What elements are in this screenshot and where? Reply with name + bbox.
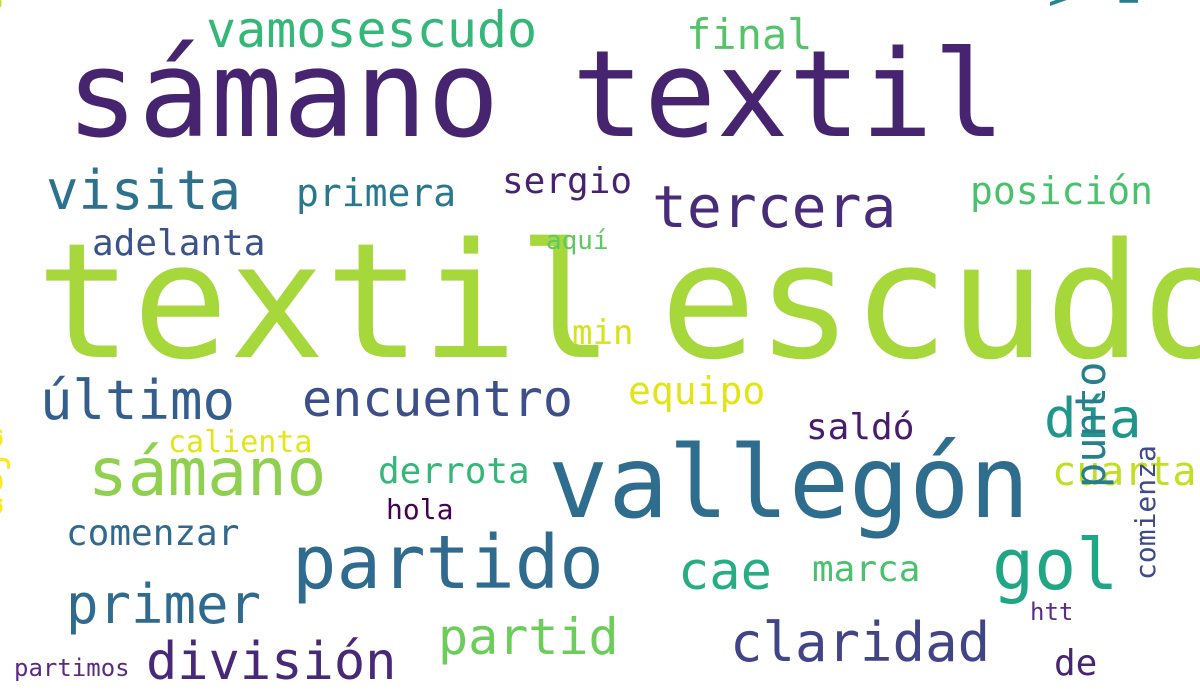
word-samano: sámano xyxy=(88,434,327,511)
word-partido: partido xyxy=(292,520,604,606)
word-encuentro: encuentro xyxy=(302,370,573,428)
word-escudo: escudo xyxy=(660,208,1200,395)
word-samano-textil: sámano textil xyxy=(66,26,1006,165)
word-partid: partid xyxy=(438,608,619,666)
word-partimos: partimos xyxy=(14,654,130,682)
word-punto: punto xyxy=(1066,361,1115,488)
word-aqui: aquí xyxy=(546,226,609,256)
word-visita: visita xyxy=(46,159,242,222)
word-dia: día xyxy=(1044,387,1142,450)
word-posicion: posición xyxy=(970,169,1154,213)
word-nuestro: nuestro xyxy=(1107,0,1147,6)
word-textil: textil xyxy=(36,208,614,395)
word-equipo: equipo xyxy=(628,369,766,413)
word-tercera: tercera xyxy=(652,173,897,241)
word-marca: marca xyxy=(812,549,921,590)
word-ultimo: último xyxy=(40,369,236,432)
word-comenzar: comenzar xyxy=(66,513,240,554)
word-min: min xyxy=(572,313,634,353)
word-calienta: calienta xyxy=(168,425,313,460)
word-saldo: saldó xyxy=(806,407,915,448)
word-comienza: comienza xyxy=(1129,445,1162,580)
word-cuarta: cuarta xyxy=(1052,449,1197,495)
word-division: división xyxy=(146,632,397,692)
word-sergio: sergio xyxy=(502,161,633,202)
word-vamosescudo: vamosescudo xyxy=(206,1,538,59)
word-derrota: derrota xyxy=(378,451,530,492)
word-htt: htt xyxy=(1030,598,1074,626)
word-primer: primer xyxy=(66,573,262,636)
word-cae: cae xyxy=(678,542,772,602)
word-final: final xyxy=(686,10,813,59)
word-adelanta: adelanta xyxy=(92,223,266,264)
word-claridad: claridad xyxy=(730,611,991,674)
word-gol: gol xyxy=(992,524,1119,606)
word-descanso: descanso xyxy=(0,0,11,14)
word-deja: deja xyxy=(0,426,11,518)
word-vallegon: vallegón xyxy=(548,424,1030,541)
word-hola: hola xyxy=(386,493,454,526)
word-primera: primera xyxy=(296,171,457,215)
word-de: de xyxy=(1054,643,1098,684)
word-vuelta: vuelta xyxy=(1034,0,1083,8)
